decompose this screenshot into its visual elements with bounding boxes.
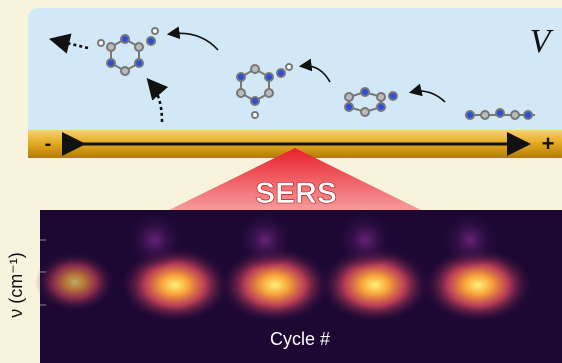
minus-label: - <box>45 133 52 155</box>
sers-label: SERS <box>255 177 337 210</box>
y-axis-label: ν (cm⁻¹) <box>6 252 26 317</box>
plus-label: + <box>542 131 555 156</box>
figure: V <box>0 0 562 363</box>
page: V <box>0 0 562 363</box>
solution-panel <box>28 8 562 140</box>
x-axis-label: Cycle # <box>270 329 330 349</box>
